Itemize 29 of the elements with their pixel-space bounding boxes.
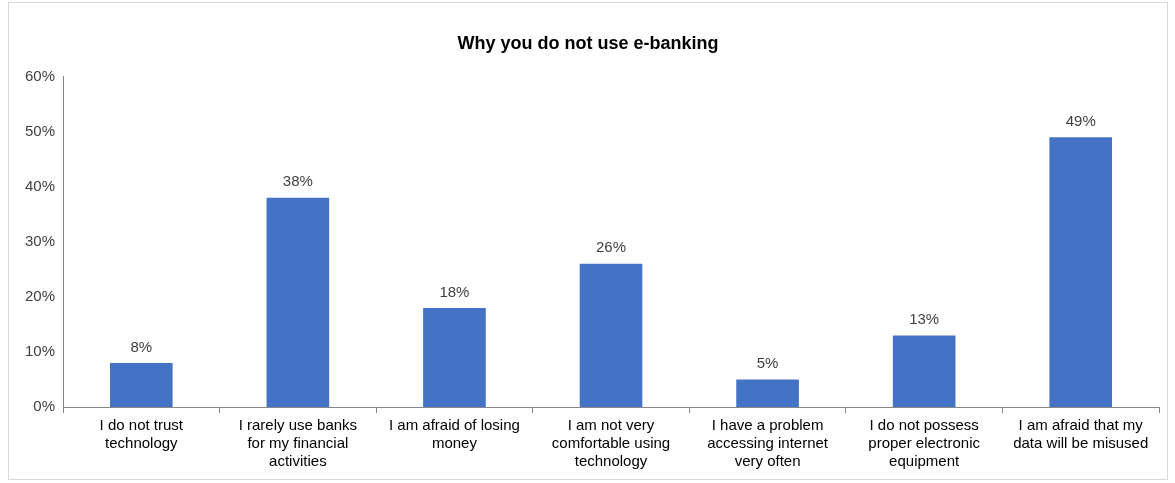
x-tick-label: I do not trust technology xyxy=(99,416,184,452)
data-label: 38% xyxy=(282,172,313,190)
x-tick-label: I am afraid that my data will be misused xyxy=(1013,416,1149,452)
y-tick-label: 60% xyxy=(24,66,56,84)
data-label: 18% xyxy=(439,282,470,300)
bar xyxy=(266,197,330,407)
data-label: 26% xyxy=(596,238,627,256)
y-tick-label: 40% xyxy=(24,176,56,194)
x-tick-label: I am afraid of losing money xyxy=(388,416,520,452)
y-tick-label: 10% xyxy=(24,342,56,360)
bar xyxy=(736,379,799,407)
y-tick-label: 0% xyxy=(33,397,56,415)
data-label: 49% xyxy=(1065,111,1096,129)
bar xyxy=(1049,137,1113,407)
bar xyxy=(109,362,173,407)
bar xyxy=(892,335,956,407)
data-label: 5% xyxy=(756,354,779,372)
x-tick-label: I have a problem accessing internet very often xyxy=(707,416,829,470)
x-tick-label: I do not possess proper electronic equipment xyxy=(868,416,981,470)
y-tick-label: 30% xyxy=(24,231,56,249)
data-label: 13% xyxy=(909,310,940,328)
y-tick-label: 50% xyxy=(24,121,56,139)
chart-title: Why you do not use e-banking xyxy=(457,32,719,53)
x-tick-label: I am not very comfortable using technology xyxy=(551,416,671,470)
bar xyxy=(579,263,643,407)
y-tick-label: 20% xyxy=(24,287,56,305)
data-label: 8% xyxy=(130,337,153,355)
bar xyxy=(423,307,486,407)
x-tick-label: I rarely use banks for my financial activities xyxy=(238,416,358,470)
